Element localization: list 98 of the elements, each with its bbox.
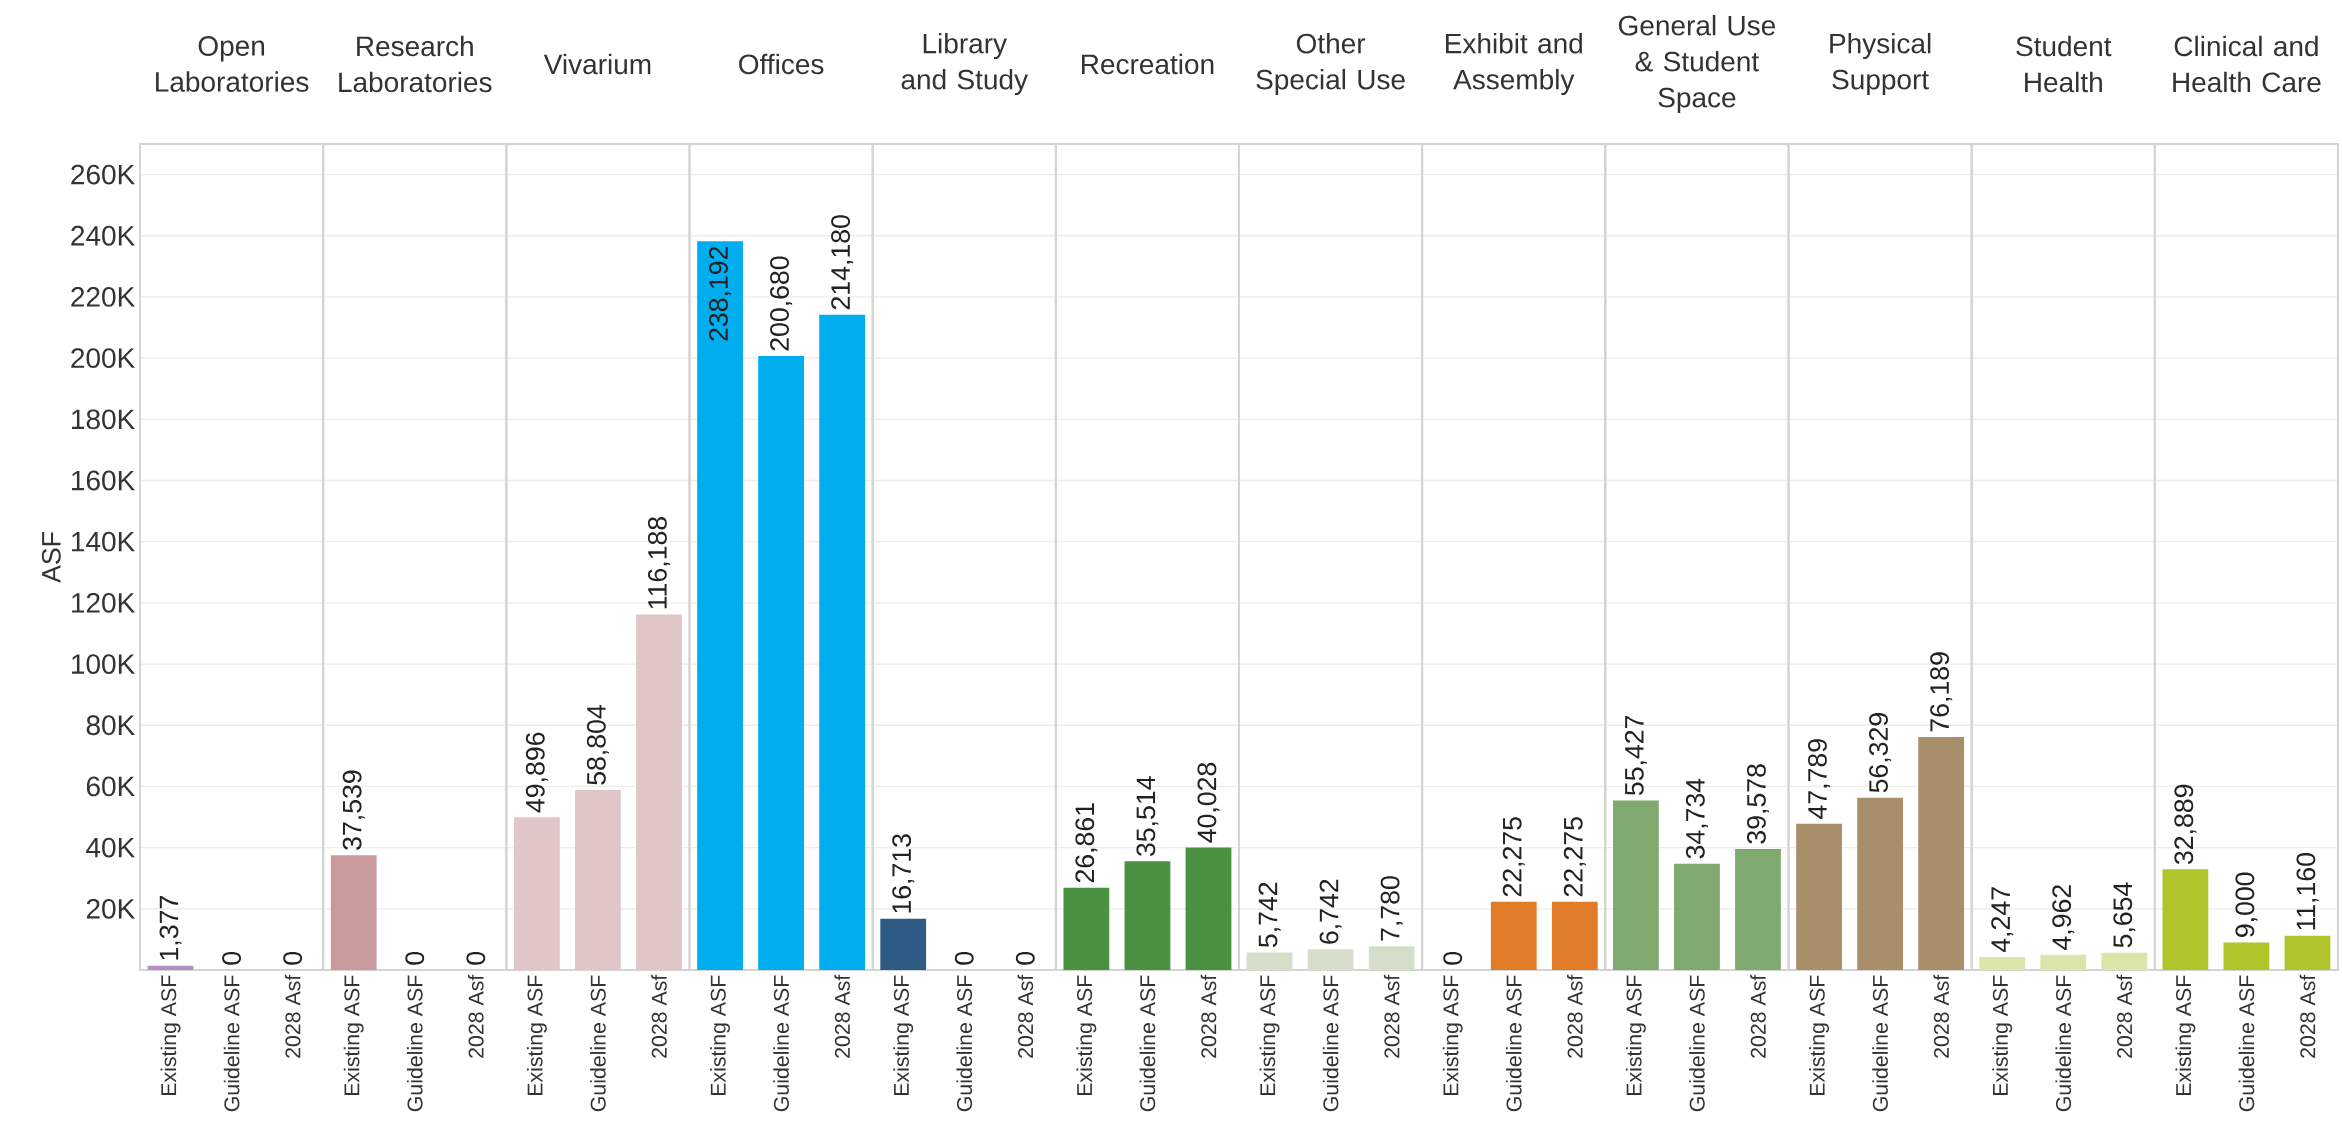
x-tick-label: Guideline ASF (1689, 975, 1705, 1112)
data-label: 16,713 (892, 834, 915, 913)
data-label: 37,539 (342, 770, 365, 850)
y-tick-label: 40K (86, 837, 135, 858)
x-tick-label: Existing ASF (2175, 975, 2196, 1096)
data-label: 39,578 (1746, 764, 1769, 844)
y-tick-label: 220K (71, 287, 135, 307)
data-label: 0 (222, 951, 242, 965)
x-tick-label: Existing ASF (1809, 975, 1829, 1096)
x-tick-label: Guideline ASF (1139, 975, 1156, 1112)
y-tick-label: 240K (71, 225, 135, 246)
chart-title: Recreation (1082, 53, 1214, 75)
y-tick-label: 20K (86, 898, 135, 919)
data-label: 214,180 (831, 215, 854, 310)
x-tick-label: 2028 Asf (468, 974, 484, 1058)
data-label: 11,160 (2296, 853, 2319, 930)
chart-title: Offices (739, 53, 824, 75)
data-label: 7,780 (1380, 876, 1403, 941)
x-tick-label: Existing ASF (1076, 975, 1097, 1096)
data-label: 58,804 (586, 705, 609, 785)
x-tick-label: 2028 Asf (284, 974, 301, 1058)
x-tick-label: Guideline ASF (1872, 975, 1888, 1112)
chart-title: Open Laboratories (156, 36, 309, 92)
x-tick-label: 2028 Asf (834, 974, 850, 1058)
x-tick-label: 2028 Asf (1933, 974, 1949, 1058)
y-tick-label: 120K (72, 592, 135, 613)
data-label: 22,275 (1502, 817, 1525, 897)
x-tick-label: Guideline ASF (1505, 975, 1522, 1112)
data-label: 6,742 (1319, 879, 1342, 944)
chart-title: Exhibit and Assembly (1446, 32, 1582, 96)
x-tick-label: Guideline ASF (773, 975, 789, 1112)
data-label: 4,247 (1991, 887, 2014, 953)
data-label: 238,192 (709, 246, 732, 341)
data-label: 5,742 (1258, 882, 1281, 948)
x-tick-label: Existing ASF (710, 975, 730, 1096)
data-label: 22,275 (1563, 817, 1586, 897)
x-tick-label: 2028 Asf (1017, 974, 1034, 1058)
y-tick-label: 60K (86, 776, 135, 797)
data-label: 9,000 (2235, 872, 2258, 937)
data-label: 56,329 (1869, 713, 1892, 793)
x-tick-label: Guideline ASF (2055, 975, 2072, 1112)
x-tick-label: Existing ASF (1992, 975, 2013, 1096)
y-tick-label: 200K (71, 348, 135, 369)
x-tick-label: 2028 Asf (2116, 974, 2133, 1058)
data-label: 0 (954, 951, 974, 965)
chart-title: Student Health (2016, 35, 2112, 93)
x-tick-label: Existing ASF (1442, 975, 1463, 1096)
data-label: 0 (283, 951, 303, 965)
chart-title: Other Special Use (1256, 32, 1405, 96)
x-tick-label: Guideline ASF (590, 975, 606, 1112)
x-tick-label: Guideline ASF (956, 975, 973, 1112)
y-tick-label: 160K (72, 470, 135, 491)
chart-title: Clinical and Health Care (2173, 35, 2321, 93)
data-label: 0 (405, 951, 425, 965)
chart-title: Research Laboratories (339, 35, 492, 93)
y-tick-label: 260K (71, 164, 135, 185)
data-label: 26,861 (1075, 803, 1098, 883)
chart-title: Library and Study (901, 32, 1029, 96)
x-tick-label: Existing ASF (1259, 975, 1280, 1096)
x-tick-label: Existing ASF (526, 975, 547, 1096)
data-label: 49,896 (525, 732, 548, 813)
y-tick-label: 140K (72, 531, 135, 552)
x-tick-label: 2028 Asf (651, 974, 667, 1058)
data-label: 40,028 (1197, 762, 1220, 843)
x-tick-label: Guideline ASF (406, 975, 423, 1112)
data-label: 1,377 (159, 896, 182, 960)
y-axis-title: ASF (41, 532, 61, 583)
x-tick-label: Existing ASF (160, 975, 181, 1096)
x-tick-label: 2028 Asf (1750, 974, 1766, 1058)
chart-title: Physical Support (1830, 32, 1931, 96)
data-label: 200,680 (770, 256, 793, 351)
x-tick-label: Existing ASF (1625, 975, 1646, 1096)
y-tick-label: 180K (72, 409, 135, 430)
data-label: 5,654 (2113, 882, 2136, 948)
data-label: 34,734 (1685, 778, 1708, 859)
x-tick-label: 2028 Asf (1567, 974, 1583, 1058)
chart-title: General Use & Student Space (1618, 14, 1776, 114)
data-label: 0 (466, 951, 486, 965)
y-tick-label: 80K (86, 715, 135, 736)
x-tick-label: Guideline ASF (223, 975, 240, 1112)
x-tick-label: Existing ASF (893, 975, 914, 1096)
data-label: 35,514 (1136, 776, 1159, 857)
data-label: 76,189 (1930, 652, 1953, 732)
data-label: 116,188 (647, 517, 670, 609)
y-tick-label: 100K (72, 654, 135, 674)
data-label: 0 (1015, 951, 1035, 965)
data-label: 32,889 (2174, 784, 2197, 865)
x-tick-label: Existing ASF (343, 975, 364, 1096)
data-label: 4,962 (2052, 885, 2075, 950)
chart-title: Vivarium (543, 53, 651, 75)
data-label: 55,427 (1624, 715, 1647, 796)
data-label: 0 (1443, 951, 1463, 965)
x-tick-label: Guideline ASF (1322, 975, 1339, 1112)
data-label: 47,789 (1808, 739, 1831, 819)
x-tick-label: 2028 Asf (1383, 974, 1400, 1058)
x-tick-label: 2028 Asf (2299, 974, 2316, 1058)
x-tick-label: 2028 Asf (1200, 974, 1217, 1058)
x-tick-label: Guideline ASF (2238, 975, 2255, 1112)
